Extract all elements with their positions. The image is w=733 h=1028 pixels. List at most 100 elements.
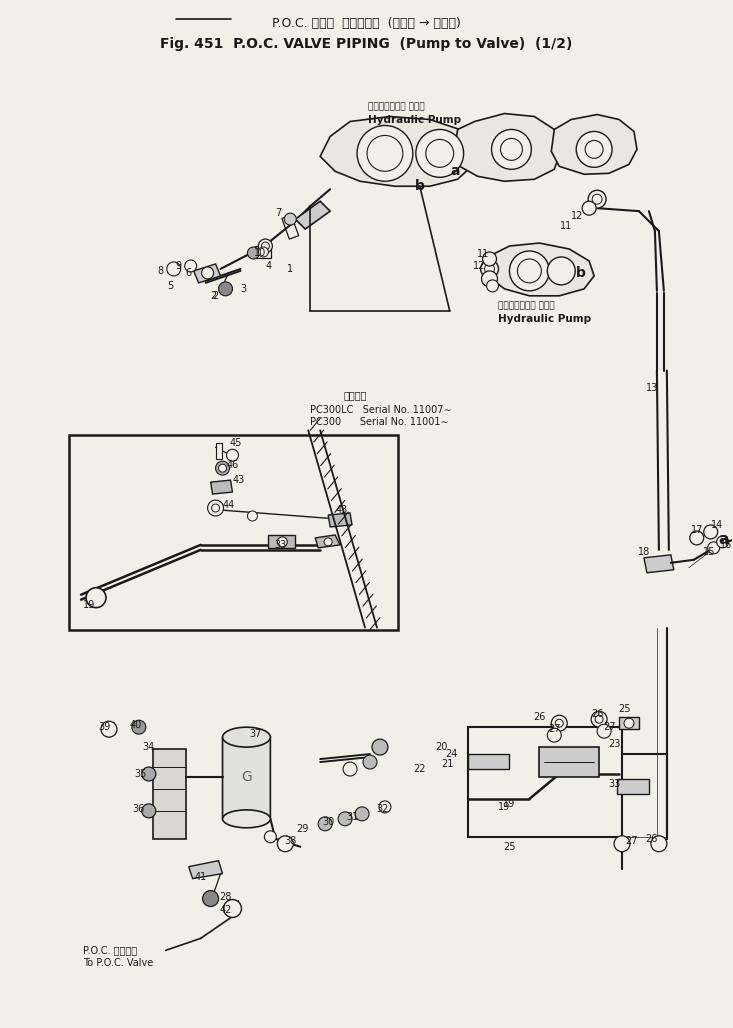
Circle shape [592, 194, 602, 205]
Circle shape [367, 136, 403, 172]
Circle shape [517, 259, 542, 283]
Circle shape [284, 213, 296, 225]
Polygon shape [551, 114, 637, 175]
Text: 11: 11 [477, 249, 490, 259]
Ellipse shape [223, 810, 270, 828]
Circle shape [277, 537, 287, 547]
Circle shape [338, 812, 352, 825]
Text: 6: 6 [185, 268, 192, 278]
Text: 14: 14 [710, 520, 723, 530]
Circle shape [651, 836, 667, 852]
Text: 25: 25 [504, 842, 516, 852]
Circle shape [86, 588, 106, 608]
Text: 39: 39 [98, 723, 110, 732]
Text: 43: 43 [232, 475, 245, 485]
Text: 2: 2 [213, 291, 218, 301]
Text: 31: 31 [346, 812, 358, 821]
Circle shape [218, 282, 232, 296]
Text: 33: 33 [274, 540, 287, 550]
Text: 22: 22 [413, 764, 426, 774]
Circle shape [101, 722, 117, 737]
Circle shape [717, 536, 729, 548]
Circle shape [576, 132, 612, 168]
Polygon shape [320, 116, 474, 186]
Text: 15: 15 [702, 547, 715, 557]
Circle shape [551, 715, 567, 731]
Polygon shape [152, 749, 185, 839]
Circle shape [324, 538, 332, 546]
Circle shape [548, 257, 575, 285]
Text: G: G [241, 770, 252, 784]
Circle shape [363, 756, 377, 769]
Circle shape [132, 721, 146, 734]
Text: PC300      Serial No. 11001∼: PC300 Serial No. 11001∼ [310, 417, 449, 428]
Text: 33: 33 [608, 779, 620, 788]
Circle shape [218, 465, 226, 472]
Circle shape [588, 190, 606, 208]
Circle shape [142, 804, 156, 818]
Polygon shape [295, 201, 330, 229]
Text: 12: 12 [474, 261, 486, 271]
Circle shape [591, 711, 607, 727]
Text: 7: 7 [275, 208, 281, 218]
Text: 8: 8 [158, 266, 164, 276]
Text: 32: 32 [377, 804, 389, 814]
Circle shape [482, 271, 498, 287]
Text: PC300LC   Serial No. 11007∼: PC300LC Serial No. 11007∼ [310, 405, 452, 415]
Polygon shape [223, 731, 270, 824]
Circle shape [416, 130, 464, 177]
Circle shape [582, 201, 596, 215]
Text: 2: 2 [210, 291, 217, 301]
Polygon shape [468, 755, 509, 769]
Text: P.O.C. バルブへ: P.O.C. バルブへ [83, 946, 137, 955]
Text: To P.O.C. Valve: To P.O.C. Valve [83, 958, 153, 968]
Circle shape [624, 719, 634, 728]
Text: 5: 5 [168, 281, 174, 291]
Text: 30: 30 [322, 817, 334, 827]
Text: 35: 35 [135, 769, 147, 779]
Text: 42: 42 [219, 906, 232, 916]
Text: 26: 26 [646, 834, 658, 844]
Polygon shape [539, 747, 599, 777]
Circle shape [142, 767, 156, 781]
Circle shape [492, 130, 531, 170]
Text: 37: 37 [249, 729, 262, 739]
Text: 9: 9 [176, 261, 182, 271]
Circle shape [318, 817, 332, 831]
Text: 40: 40 [130, 721, 142, 730]
Circle shape [487, 280, 498, 292]
Text: 26: 26 [591, 709, 603, 720]
Polygon shape [328, 513, 352, 527]
Text: b: b [415, 179, 424, 193]
Ellipse shape [223, 727, 270, 747]
Circle shape [556, 720, 563, 727]
Circle shape [226, 449, 238, 462]
Text: 11: 11 [560, 221, 572, 231]
Text: P.O.C. バルブ  パイピング  (ポンプ → バルブ): P.O.C. バルブ パイピング (ポンプ → バルブ) [271, 17, 460, 31]
Text: Hydraulic Pump: Hydraulic Pump [368, 114, 461, 124]
Circle shape [202, 267, 213, 279]
Circle shape [185, 260, 196, 272]
Circle shape [597, 724, 611, 738]
Text: 25: 25 [618, 704, 630, 714]
Text: 46: 46 [226, 461, 239, 470]
Circle shape [614, 836, 630, 852]
Polygon shape [194, 264, 221, 283]
Text: 21: 21 [441, 759, 454, 769]
Text: 20: 20 [435, 742, 448, 752]
Circle shape [690, 530, 704, 545]
Circle shape [548, 728, 561, 742]
Polygon shape [644, 555, 674, 573]
Polygon shape [487, 243, 594, 296]
Polygon shape [619, 718, 639, 729]
Circle shape [501, 139, 523, 160]
Circle shape [704, 525, 718, 539]
Circle shape [707, 542, 720, 554]
Text: 4: 4 [265, 261, 271, 271]
Text: a: a [450, 164, 460, 178]
Text: 16: 16 [720, 540, 732, 550]
Text: 1: 1 [287, 264, 293, 273]
Circle shape [509, 251, 549, 291]
Circle shape [207, 500, 224, 516]
Circle shape [595, 715, 603, 724]
